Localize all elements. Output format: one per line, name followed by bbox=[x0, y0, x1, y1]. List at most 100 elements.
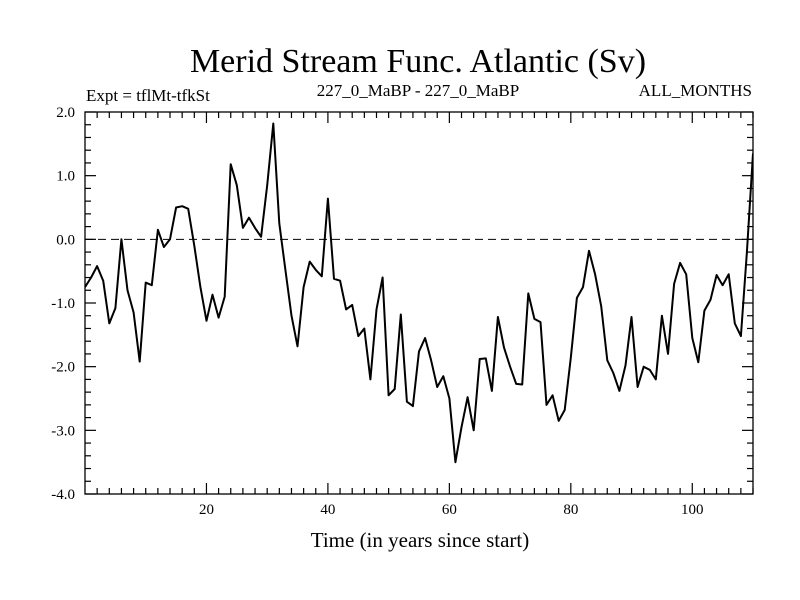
data-point bbox=[740, 335, 742, 337]
data-point bbox=[181, 205, 183, 207]
y-tick-label: -1.0 bbox=[51, 296, 75, 312]
data-point bbox=[454, 461, 456, 463]
data-point bbox=[509, 366, 511, 368]
data-point bbox=[424, 337, 426, 339]
subtitle-months: ALL_MONTHS bbox=[639, 81, 752, 100]
data-point bbox=[236, 184, 238, 186]
data-point bbox=[297, 345, 299, 347]
data-point bbox=[357, 335, 359, 337]
data-point bbox=[321, 275, 323, 277]
plot-area: -4.0 -3.0 -2.0 -1.0 0.0 1.0 2.0 20 40 60 80 100 bbox=[51, 105, 754, 518]
data-point bbox=[485, 357, 487, 359]
data-point bbox=[151, 284, 153, 286]
data-point bbox=[388, 394, 390, 396]
x-tick-label: 20 bbox=[199, 502, 214, 518]
data-point bbox=[746, 251, 748, 253]
data-point bbox=[369, 378, 371, 380]
data-point bbox=[691, 337, 693, 339]
data-point bbox=[582, 286, 584, 288]
data-point bbox=[679, 262, 681, 264]
data-point bbox=[521, 384, 523, 386]
data-point bbox=[448, 398, 450, 400]
data-point bbox=[127, 289, 129, 291]
data-point bbox=[212, 294, 214, 296]
data-point bbox=[552, 394, 554, 396]
points-layer bbox=[84, 123, 754, 464]
data-point bbox=[351, 304, 353, 306]
data-point bbox=[467, 396, 469, 398]
data-point bbox=[266, 184, 268, 186]
data-point bbox=[248, 217, 250, 219]
data-point bbox=[278, 222, 280, 224]
data-point bbox=[400, 314, 402, 316]
data-point bbox=[631, 316, 633, 318]
data-point bbox=[133, 312, 135, 314]
data-point bbox=[315, 269, 317, 271]
data-point bbox=[90, 277, 92, 279]
data-point bbox=[376, 308, 378, 310]
data-point bbox=[309, 261, 311, 263]
data-point bbox=[722, 284, 724, 286]
data-point bbox=[242, 227, 244, 229]
data-point bbox=[363, 328, 365, 330]
data-point bbox=[187, 208, 189, 210]
data-point bbox=[625, 364, 627, 366]
data-point bbox=[436, 386, 438, 388]
x-tick-label: 40 bbox=[320, 502, 335, 518]
plot-frame bbox=[84, 111, 754, 495]
ticks-layer: -4.0 -3.0 -2.0 -1.0 0.0 1.0 2.0 20 40 60 80 100 bbox=[51, 105, 754, 518]
data-point bbox=[175, 207, 177, 209]
y-tick-label: 1.0 bbox=[56, 169, 75, 185]
x-axis-label: Time (in years since start) bbox=[311, 528, 530, 552]
data-point bbox=[515, 383, 517, 385]
data-point bbox=[710, 299, 712, 301]
data-point bbox=[643, 366, 645, 368]
data-point bbox=[139, 361, 141, 363]
data-point bbox=[163, 246, 165, 248]
data-point bbox=[533, 318, 535, 320]
data-point bbox=[430, 359, 432, 361]
data-point bbox=[618, 390, 620, 392]
data-point bbox=[540, 321, 542, 323]
y-tick-label: -4.0 bbox=[51, 487, 75, 503]
data-point bbox=[394, 388, 396, 390]
data-point bbox=[473, 429, 475, 431]
data-point bbox=[333, 278, 335, 280]
data-point bbox=[637, 386, 639, 388]
data-point bbox=[497, 316, 499, 318]
data-point bbox=[655, 378, 657, 380]
data-point bbox=[600, 305, 602, 307]
y-tick-label: 2.0 bbox=[56, 105, 75, 121]
data-point bbox=[193, 245, 195, 247]
data-point bbox=[703, 310, 705, 312]
data-point bbox=[418, 350, 420, 352]
data-point bbox=[661, 315, 663, 317]
data-point bbox=[169, 238, 171, 240]
data-point bbox=[461, 426, 463, 428]
data-point bbox=[412, 405, 414, 407]
data-point bbox=[206, 320, 208, 322]
y-tick-label: -3.0 bbox=[51, 423, 75, 439]
x-tick-label: 100 bbox=[681, 502, 704, 518]
data-point bbox=[570, 357, 572, 359]
data-point bbox=[734, 322, 736, 324]
data-point bbox=[303, 286, 305, 288]
data-point bbox=[157, 229, 159, 231]
subtitle-experiment: Expt = tflMt-tfkSt bbox=[86, 86, 210, 105]
data-point bbox=[588, 250, 590, 252]
data-point bbox=[96, 265, 98, 267]
data-point bbox=[339, 280, 341, 282]
data-point bbox=[442, 375, 444, 377]
data-point bbox=[697, 361, 699, 363]
data-point bbox=[673, 283, 675, 285]
data-point bbox=[382, 277, 384, 279]
data-point bbox=[716, 274, 718, 276]
data-point bbox=[260, 236, 262, 238]
data-point bbox=[564, 409, 566, 411]
data-point bbox=[218, 317, 220, 319]
data-point bbox=[612, 372, 614, 374]
data-point bbox=[272, 123, 274, 125]
data-point bbox=[114, 307, 116, 309]
data-point bbox=[230, 163, 232, 165]
x-tick-label: 60 bbox=[442, 502, 457, 518]
